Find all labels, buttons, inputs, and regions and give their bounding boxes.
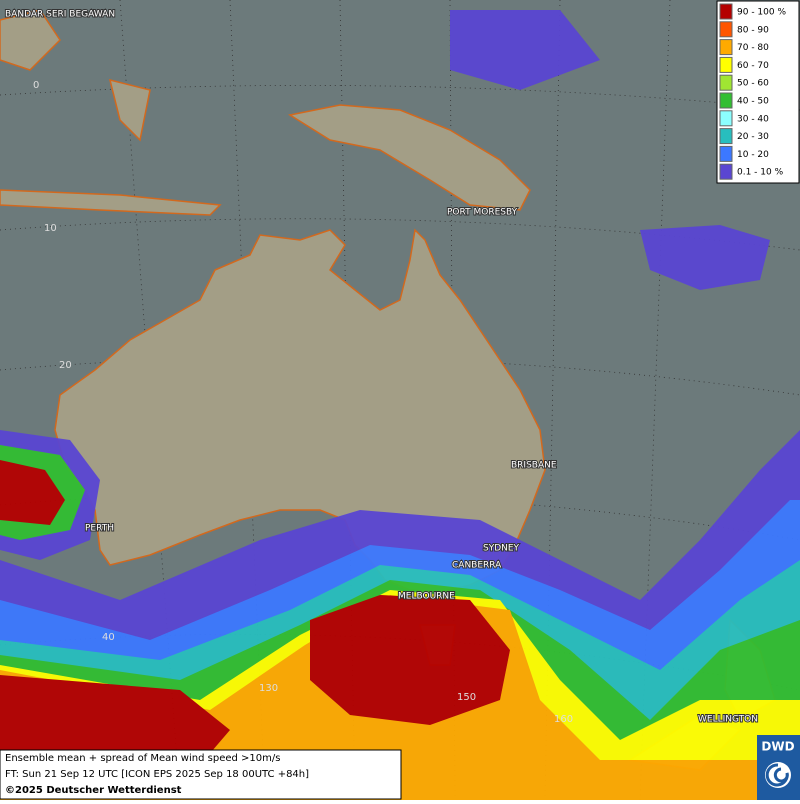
legend-label: 50 - 60 [737, 79, 769, 89]
city-label: WELLINGTON [698, 715, 758, 725]
legend-label: 80 - 90 [737, 25, 769, 35]
legend-label: 20 - 30 [737, 132, 769, 142]
legend-label: 60 - 70 [737, 61, 769, 71]
latitude-label: 10 [44, 223, 57, 234]
latitude-label: 0 [33, 80, 39, 91]
city-label: SYDNEY [483, 544, 520, 554]
logo-text: DWD [761, 740, 794, 754]
longitude-label: 130 [259, 683, 278, 694]
footer-box [0, 749, 402, 800]
city-label: CANBERRA [452, 561, 502, 571]
longitude-label: 160 [554, 714, 573, 725]
legend-label: 10 - 20 [737, 150, 769, 160]
city-label: MELBOURNE [398, 592, 455, 602]
latitude-label: 40 [102, 632, 115, 643]
city-label: PORT MORESBY [447, 208, 518, 218]
legend-label: 70 - 80 [737, 43, 769, 53]
city-label: PERTH [85, 524, 114, 534]
legend: 90 - 100 % 80 - 90 70 - 80 60 - 70 50 - 60 40… [716, 0, 800, 184]
legend-swatch [719, 56, 733, 73]
legend-swatch [719, 110, 733, 127]
logo-swirl [765, 763, 789, 787]
latitude-label: 20 [59, 360, 72, 371]
legend-swatch [719, 39, 733, 56]
footer-line: Ensemble mean + spread of Mean wind spee… [5, 753, 280, 764]
legend-swatch [719, 3, 733, 20]
logo: DWD [757, 735, 800, 800]
legend-swatch [719, 92, 733, 109]
legend-swatch [719, 145, 733, 162]
city-label: BRISBANE [511, 461, 557, 471]
footer: Ensemble mean + spread of Mean wind spee… [0, 749, 402, 800]
wind-probability [0, 10, 800, 800]
footer-line: FT: Sun 21 Sep 12 UTC [ICON EPS 2025 Sep… [5, 769, 309, 780]
legend-label: 0.1 - 10 % [737, 168, 784, 178]
legend-label: 30 - 40 [737, 114, 769, 124]
legend-swatch [719, 128, 733, 145]
city-label: BANDAR SERI BEGAWAN [5, 10, 115, 20]
city-labels: BANDAR SERI BEGAWAN PORT MORESBY BRISBAN… [4, 9, 759, 726]
legend-label: 40 - 50 [737, 97, 769, 107]
legend-swatch [719, 163, 733, 180]
legend-swatch [719, 74, 733, 91]
legend-swatch [719, 21, 733, 38]
footer-line: ©2025 Deutscher Wetterdienst [5, 785, 182, 796]
grid-labels: 0 10 20 40 130 150 160 [33, 80, 573, 725]
legend-label: 90 - 100 % [737, 8, 786, 18]
longitude-label: 150 [457, 692, 476, 703]
